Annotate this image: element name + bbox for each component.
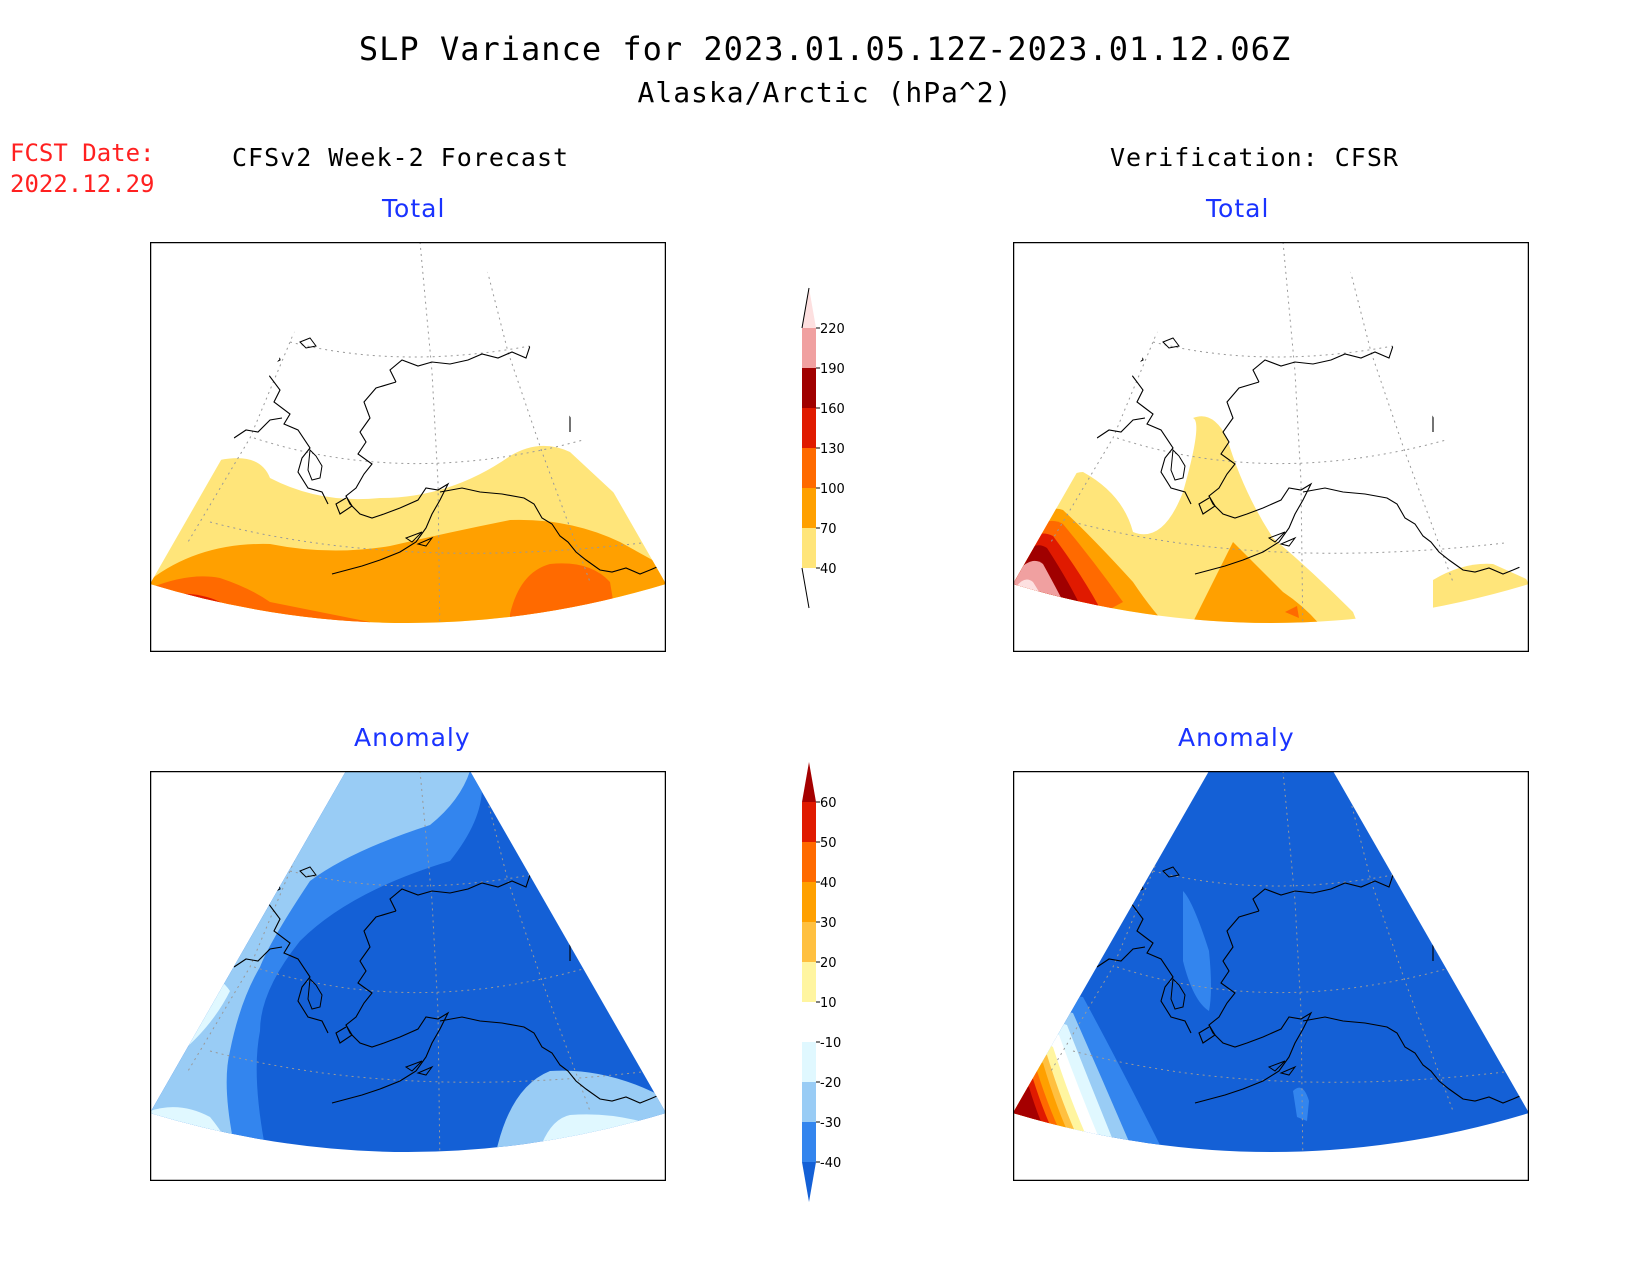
total-colorbar-bottom-cap — [801, 567, 810, 609]
total-colorbar-box — [802, 408, 816, 448]
forecast-anomaly-title: Anomaly — [354, 723, 471, 752]
verification-anomaly-title: Anomaly — [1178, 723, 1295, 752]
anomaly-colorbar-label: -30 — [820, 1116, 841, 1131]
forecast-total-title: Total — [382, 194, 446, 223]
total-colorbar-box — [802, 368, 816, 408]
anomaly-colorbar-label: -20 — [820, 1076, 841, 1091]
anomaly-colorbar-label: 40 — [820, 876, 837, 891]
verification-column-title: Verification: CFSR — [1110, 143, 1399, 172]
anomaly-colorbar-box — [802, 1082, 816, 1122]
total-colorbar-label: 70 — [820, 522, 837, 537]
total-colorbar-label: 40 — [820, 562, 837, 577]
total-colorbar-label: 190 — [820, 362, 845, 377]
anomaly-colorbar-box — [802, 842, 816, 882]
total-colorbar-label: 100 — [820, 482, 845, 497]
fcst-date: FCST Date: 2022.12.29 — [10, 138, 155, 200]
main-title: SLP Variance for 2023.01.05.12Z-2023.01.… — [358, 30, 1292, 68]
anomaly-colorbar-box — [802, 802, 816, 842]
fcst-date-value: 2022.12.29 — [10, 170, 155, 198]
anomaly-colorbar: 60 50 40 30 20 10 -10 -20 -30 -40 — [802, 762, 841, 1202]
verification-anomaly-map — [1013, 771, 1529, 1181]
anomaly-colorbar-box — [802, 882, 816, 922]
anomaly-colorbar-label: 10 — [820, 996, 837, 1011]
total-colorbar-box — [802, 488, 816, 528]
anomaly-colorbar-box — [802, 922, 816, 962]
total-colorbar: 220 190 160 130 100 70 40 — [801, 287, 845, 609]
anomaly-colorbar-box — [802, 1002, 816, 1042]
anomaly-colorbar-box — [802, 962, 816, 1002]
anomaly-colorbar-label: -40 — [820, 1156, 841, 1171]
forecast-anomaly-map — [150, 771, 666, 1181]
total-colorbar-box — [802, 528, 816, 568]
anomaly-colorbar-box — [802, 1122, 816, 1162]
anomaly-colorbar-label: -10 — [820, 1036, 841, 1051]
anomaly-colorbar-label: 30 — [820, 916, 837, 931]
anomaly-colorbar-label: 20 — [820, 956, 837, 971]
main-subtitle: Alaska/Arctic (hPa^2) — [637, 76, 1013, 109]
total-colorbar-label: 160 — [820, 402, 845, 417]
total-colorbar-box — [802, 328, 816, 368]
anomaly-colorbar-label: 60 — [820, 796, 837, 811]
forecast-column-title: CFSv2 Week-2 Forecast — [232, 143, 570, 172]
total-colorbar-box — [802, 448, 816, 488]
forecast-total-map — [150, 242, 666, 652]
total-colorbar-label: 220 — [820, 322, 845, 337]
anomaly-colorbar-box — [802, 1042, 816, 1082]
total-colorbar-top-cap — [802, 288, 816, 328]
fcst-date-label: FCST Date: — [10, 139, 155, 167]
verification-total-title: Total — [1206, 194, 1270, 223]
anomaly-colorbar-top-cap — [802, 762, 816, 802]
anomaly-colorbar-bottom-cap — [802, 1162, 816, 1202]
anomaly-colorbar-label: 50 — [820, 836, 837, 851]
total-colorbar-label: 130 — [820, 442, 845, 457]
verification-total-map — [1013, 242, 1529, 652]
